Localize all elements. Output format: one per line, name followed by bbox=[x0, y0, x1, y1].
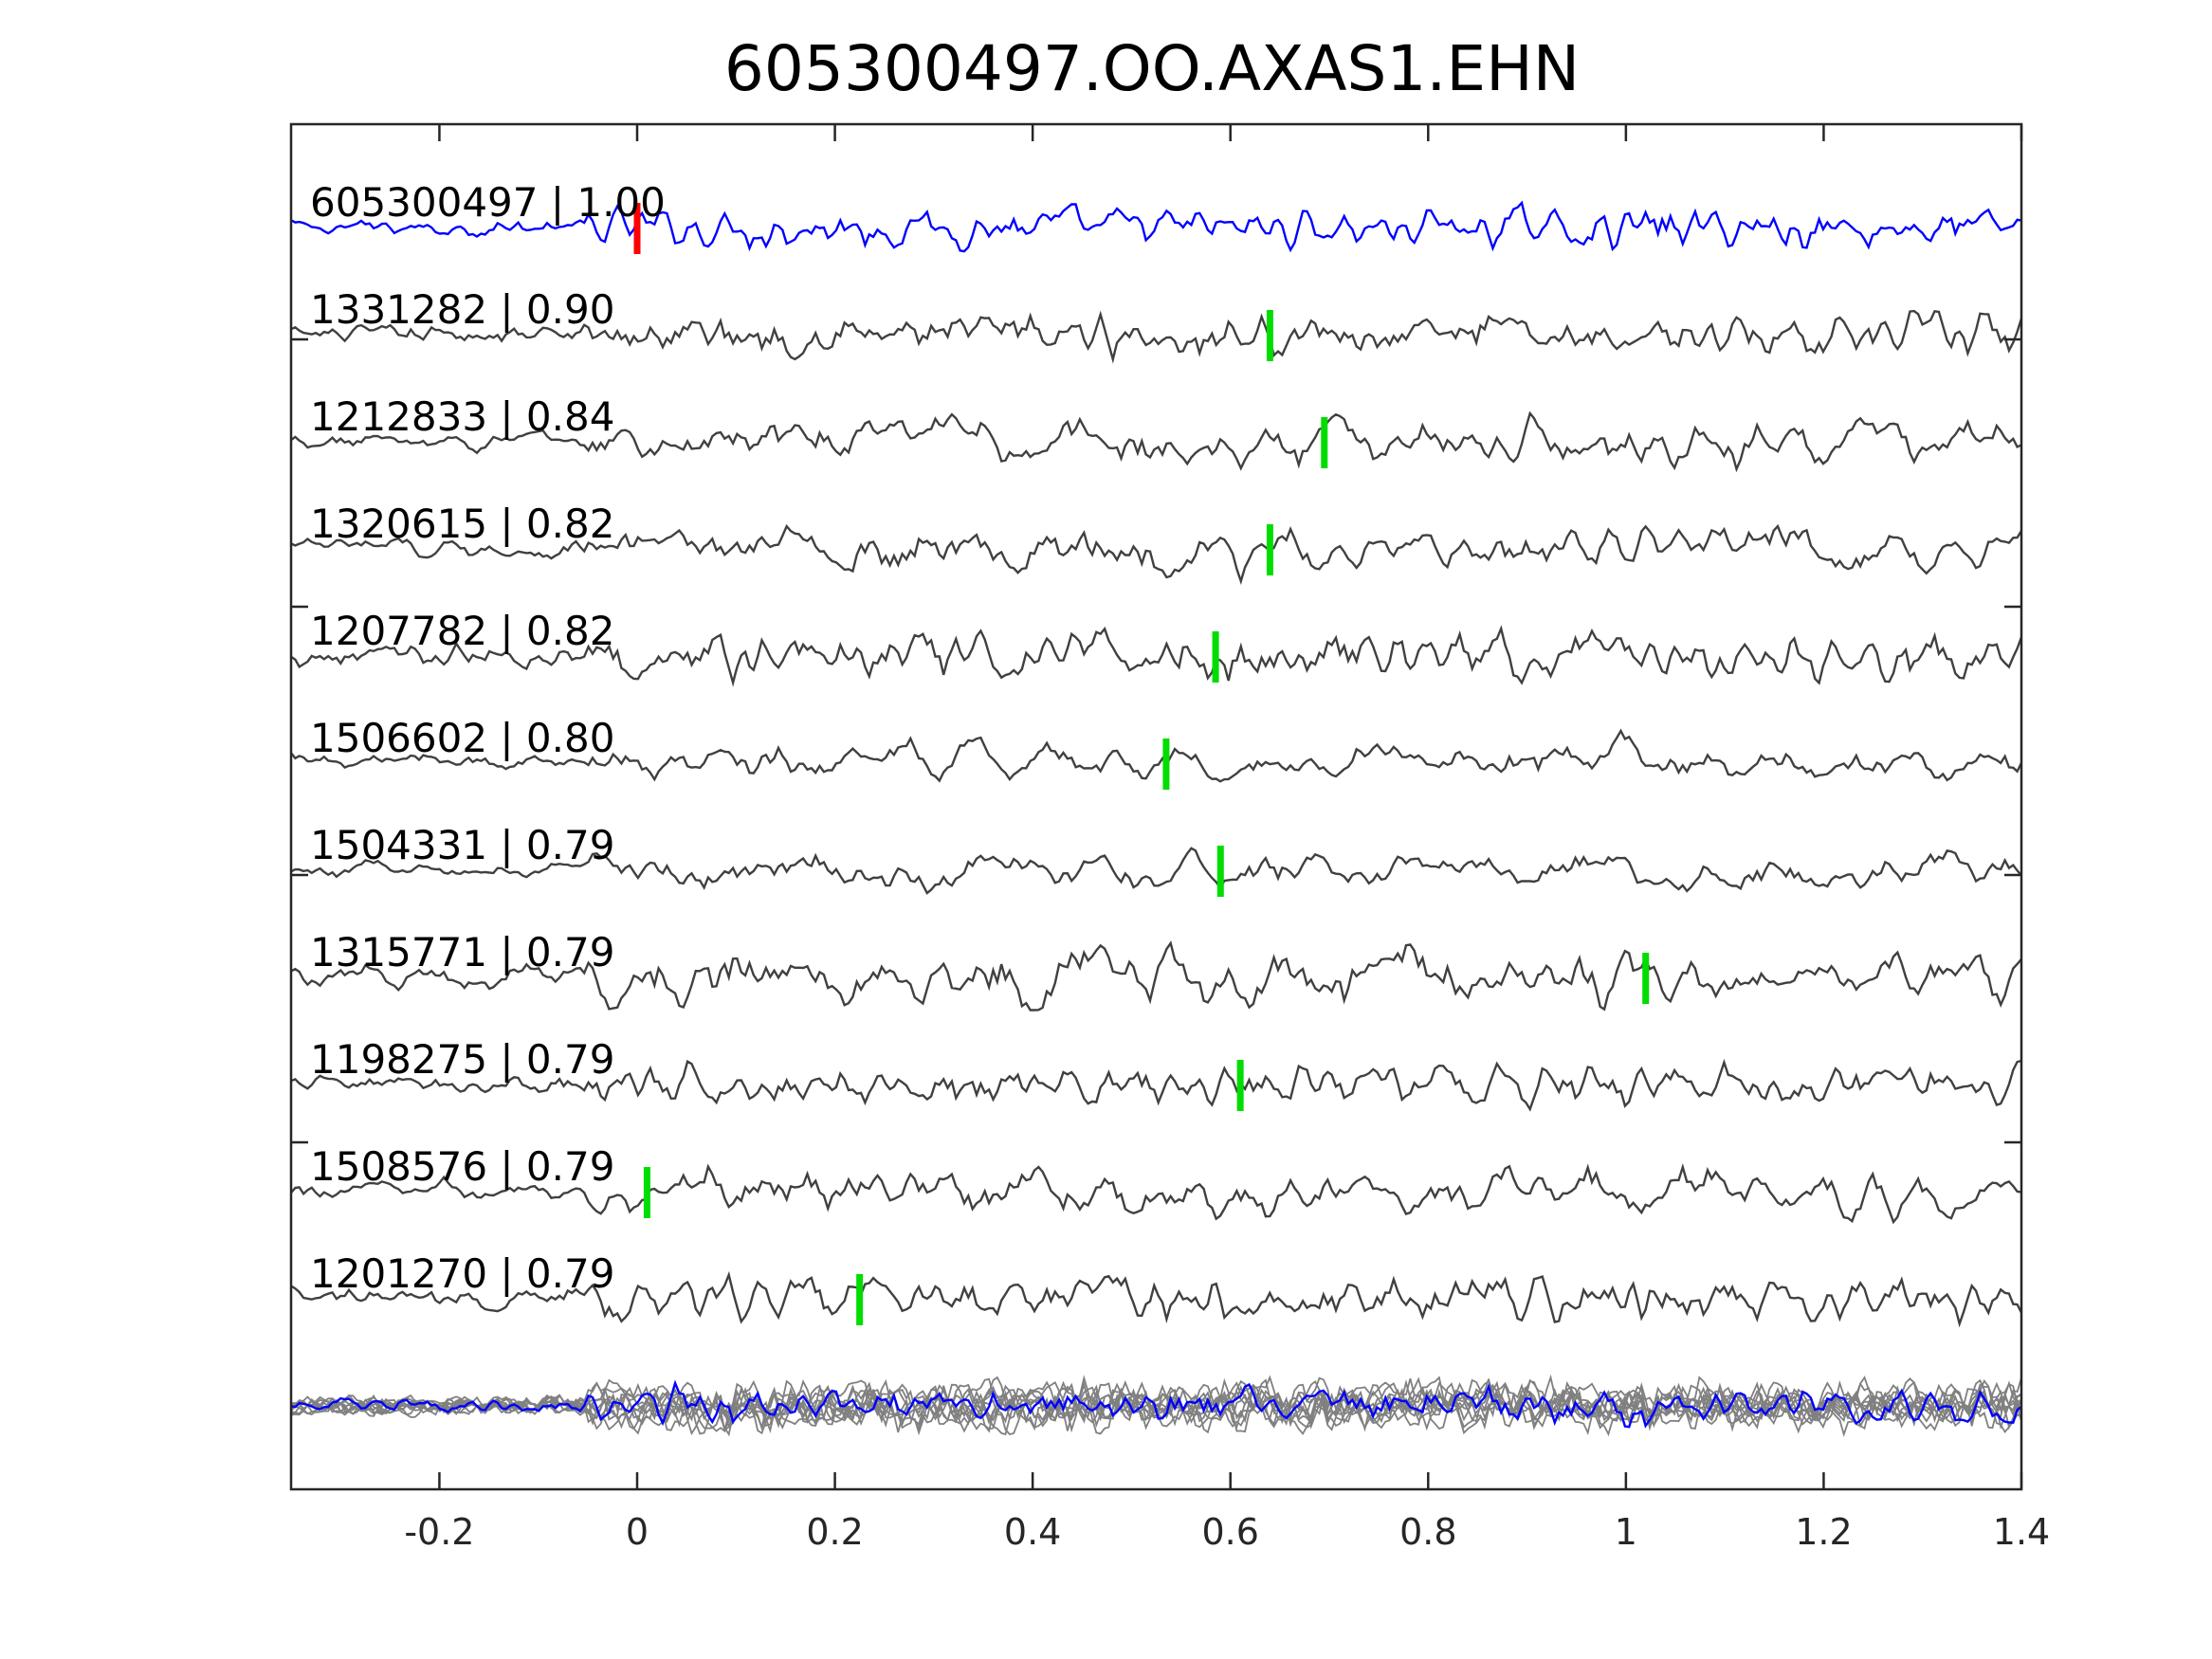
x-tick-label-4: 0.4 bbox=[1004, 1511, 1061, 1553]
trace-label-3: 1212833 | 0.84 bbox=[310, 393, 614, 440]
trace-line-9 bbox=[290, 1058, 2022, 1112]
trace-label-5: 1207782 | 0.82 bbox=[310, 608, 614, 654]
picks-layer bbox=[633, 203, 1650, 1325]
x-tick-label-3: 0.2 bbox=[806, 1511, 863, 1553]
stack-trace-1 bbox=[290, 1379, 2022, 1429]
labels-layer: 605300497 | 1.00 1331282 | 0.90 1212833 | … bbox=[310, 179, 666, 1297]
trace-label-1: 605300497 | 1.00 bbox=[310, 179, 666, 226]
x-tick-label-5: 0.6 bbox=[1201, 1511, 1258, 1553]
trace-line-8 bbox=[290, 940, 2022, 1012]
trace-label-6: 1506602 | 0.80 bbox=[310, 715, 614, 761]
trace-label-7: 1504331 | 0.79 bbox=[310, 822, 614, 868]
trace-label-10: 1508576 | 0.79 bbox=[310, 1143, 614, 1190]
x-axis-ticks: -0.2 0 0.2 0.4 0.6 0.8 1 1.2 1.4 bbox=[291, 124, 2050, 1553]
chart-title: 605300497.OO.AXAS1.EHN bbox=[724, 32, 1580, 105]
trace-label-4: 1320615 | 0.82 bbox=[310, 501, 614, 547]
x-tick-label-6: 0.8 bbox=[1399, 1511, 1456, 1553]
x-tick-label-8: 1.2 bbox=[1795, 1511, 1852, 1553]
stack-trace-9 bbox=[290, 1377, 2022, 1437]
x-tick-label-7: 1 bbox=[1615, 1511, 1637, 1553]
trace-line-10 bbox=[290, 1163, 2022, 1225]
x-tick-label-2: 0 bbox=[626, 1511, 649, 1553]
x-tick-label-9: 1.4 bbox=[1993, 1511, 2050, 1553]
trace-label-9: 1198275 | 0.79 bbox=[310, 1036, 614, 1083]
trace-label-2: 1331282 | 0.90 bbox=[310, 286, 614, 333]
plot-area: 605300497 | 1.00 1331282 | 0.90 1212833 | … bbox=[289, 122, 2050, 1553]
trace-label-11: 1201270 | 0.79 bbox=[310, 1250, 614, 1297]
trace-line-6 bbox=[290, 728, 2023, 783]
trace-line-2 bbox=[290, 309, 2023, 364]
axes-box bbox=[289, 122, 2023, 1491]
trace-line-4 bbox=[290, 523, 2023, 585]
trace-line-7 bbox=[290, 847, 2022, 895]
trace-line-5 bbox=[290, 625, 2023, 687]
trace-label-8: 1315771 | 0.79 bbox=[310, 929, 614, 975]
stack-trace-8 bbox=[290, 1374, 2022, 1433]
x-tick-label-1: -0.2 bbox=[404, 1511, 474, 1553]
trace-line-11 bbox=[290, 1270, 2023, 1328]
trace-line-3 bbox=[290, 410, 2022, 473]
traces-layer bbox=[290, 200, 2023, 1437]
trace-line-1 bbox=[290, 200, 2022, 253]
